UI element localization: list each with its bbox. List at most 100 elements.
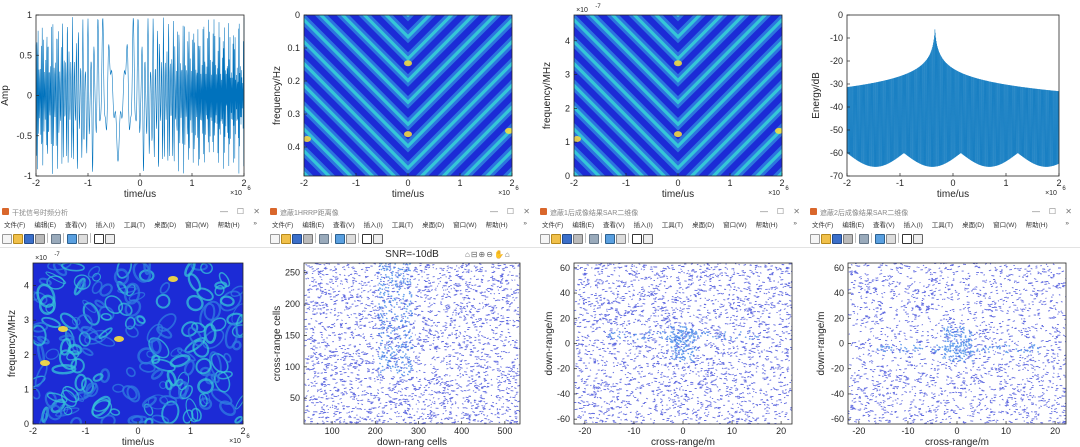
tf-blob <box>161 400 180 424</box>
open-icon[interactable] <box>821 234 831 244</box>
menu-item[interactable]: 桌面(D) <box>692 222 715 229</box>
close-button[interactable]: ✕ <box>793 207 800 216</box>
menu-item[interactable]: 桌面(D) <box>422 222 445 229</box>
menu-item[interactable]: 窗口(W) <box>723 222 747 229</box>
menu-item[interactable]: 文件(F) <box>272 222 294 229</box>
menu-item[interactable]: 编辑(E) <box>302 222 324 229</box>
menu-item[interactable]: 帮助(H) <box>217 222 240 229</box>
menu-expand-icon[interactable]: » <box>1065 220 1069 227</box>
close-button[interactable]: ✕ <box>253 207 260 216</box>
minimize-button[interactable]: — <box>490 207 498 216</box>
toolbar-separator <box>315 233 316 243</box>
menu-item[interactable]: 帮助(H) <box>485 222 508 229</box>
tf-blob <box>214 370 231 393</box>
new-figure-icon[interactable] <box>2 234 12 244</box>
new-figure-icon[interactable] <box>270 234 280 244</box>
x-tick-label: 1 <box>727 178 732 188</box>
menu-expand-icon[interactable]: » <box>253 220 257 227</box>
tf-ridge <box>632 15 724 61</box>
tf-blob <box>71 317 81 326</box>
x-exponent-label: ×10 <box>229 438 241 445</box>
maximize-button[interactable]: ☐ <box>506 207 514 216</box>
close-button[interactable]: ✕ <box>1065 207 1072 216</box>
menu-item[interactable]: 插入(I) <box>95 222 115 229</box>
save-icon[interactable] <box>832 234 842 244</box>
minimize-button[interactable]: — <box>220 207 228 216</box>
legend-icon[interactable] <box>346 234 356 244</box>
menu-item[interactable]: 帮助(H) <box>1025 222 1048 229</box>
data-tip-icon[interactable] <box>643 234 653 244</box>
pointer-icon[interactable] <box>94 234 104 244</box>
menu-item[interactable]: 查看(V) <box>602 222 625 229</box>
link-icon[interactable] <box>589 234 599 244</box>
menu-item[interactable]: 编辑(E) <box>572 222 594 229</box>
axes-toolbar-icons[interactable]: ⌂⊟⊕⊖✋⌂ <box>465 250 511 259</box>
menu-item[interactable]: 编辑(E) <box>842 222 864 229</box>
maximize-button[interactable]: ☐ <box>776 207 784 216</box>
menu-item[interactable]: 编辑(E) <box>34 222 56 229</box>
print-icon[interactable] <box>35 234 45 244</box>
legend-icon[interactable] <box>886 234 896 244</box>
menu-item[interactable]: 文件(F) <box>812 222 834 229</box>
new-figure-icon[interactable] <box>540 234 550 244</box>
maximize-button[interactable]: ☐ <box>236 207 244 216</box>
menu-item[interactable]: 工具(T) <box>123 222 146 229</box>
open-icon[interactable] <box>281 234 291 244</box>
menu-item[interactable]: 工具(T) <box>661 222 684 229</box>
link-icon[interactable] <box>859 234 869 244</box>
menu-item[interactable]: 桌面(D) <box>154 222 177 229</box>
x-tick-label: -1 <box>622 178 630 188</box>
y-tick-label: 4 <box>565 36 570 46</box>
save-icon[interactable] <box>292 234 302 244</box>
link-icon[interactable] <box>319 234 329 244</box>
minimize-button[interactable]: — <box>1032 207 1040 216</box>
save-icon[interactable] <box>24 234 34 244</box>
tf-blob <box>125 367 136 378</box>
data-tip-icon[interactable] <box>373 234 383 244</box>
menu-item[interactable]: 查看(V) <box>872 222 895 229</box>
pointer-icon[interactable] <box>362 234 372 244</box>
open-icon[interactable] <box>551 234 561 244</box>
colorbar-icon[interactable] <box>875 234 885 244</box>
colorbar-icon[interactable] <box>67 234 77 244</box>
legend-icon[interactable] <box>78 234 88 244</box>
maximize-button[interactable]: ☐ <box>1048 207 1056 216</box>
new-figure-icon[interactable] <box>810 234 820 244</box>
menu-item[interactable]: 桌面(D) <box>962 222 985 229</box>
pointer-icon[interactable] <box>902 234 912 244</box>
menu-item[interactable]: 工具(T) <box>931 222 954 229</box>
x-axis-label: time/us <box>662 189 694 200</box>
open-icon[interactable] <box>13 234 23 244</box>
x-exponent-value: 6 <box>1062 186 1066 192</box>
menu-expand-icon[interactable]: » <box>523 220 527 227</box>
minimize-button[interactable]: — <box>760 207 768 216</box>
menu-item[interactable]: 查看(V) <box>64 222 87 229</box>
legend-icon[interactable] <box>616 234 626 244</box>
menu-item[interactable]: 窗口(W) <box>453 222 477 229</box>
menu-item[interactable]: 插入(I) <box>363 222 383 229</box>
menu-item[interactable]: 窗口(W) <box>185 222 209 229</box>
close-button[interactable]: ✕ <box>523 207 530 216</box>
menu-item[interactable]: 查看(V) <box>332 222 355 229</box>
menu-item[interactable]: 文件(F) <box>4 222 26 229</box>
data-tip-icon[interactable] <box>105 234 115 244</box>
print-icon[interactable] <box>573 234 583 244</box>
link-icon[interactable] <box>51 234 61 244</box>
print-icon[interactable] <box>843 234 853 244</box>
menu-item[interactable]: 帮助(H) <box>755 222 778 229</box>
menu-item[interactable]: 工具(T) <box>391 222 414 229</box>
menu-item[interactable]: 插入(I) <box>903 222 923 229</box>
menu-item[interactable]: 窗口(W) <box>993 222 1017 229</box>
menu-item[interactable]: 插入(I) <box>633 222 653 229</box>
menu-expand-icon[interactable]: » <box>793 220 797 227</box>
save-icon[interactable] <box>562 234 572 244</box>
colorbar-icon[interactable] <box>335 234 345 244</box>
tf-blob <box>219 290 242 312</box>
y-tick-label: 0.2 <box>287 76 300 86</box>
print-icon[interactable] <box>303 234 313 244</box>
colorbar-icon[interactable] <box>605 234 615 244</box>
data-tip-icon[interactable] <box>913 234 923 244</box>
menu-item[interactable]: 文件(F) <box>542 222 564 229</box>
pointer-icon[interactable] <box>632 234 642 244</box>
tf-blob <box>82 299 97 314</box>
